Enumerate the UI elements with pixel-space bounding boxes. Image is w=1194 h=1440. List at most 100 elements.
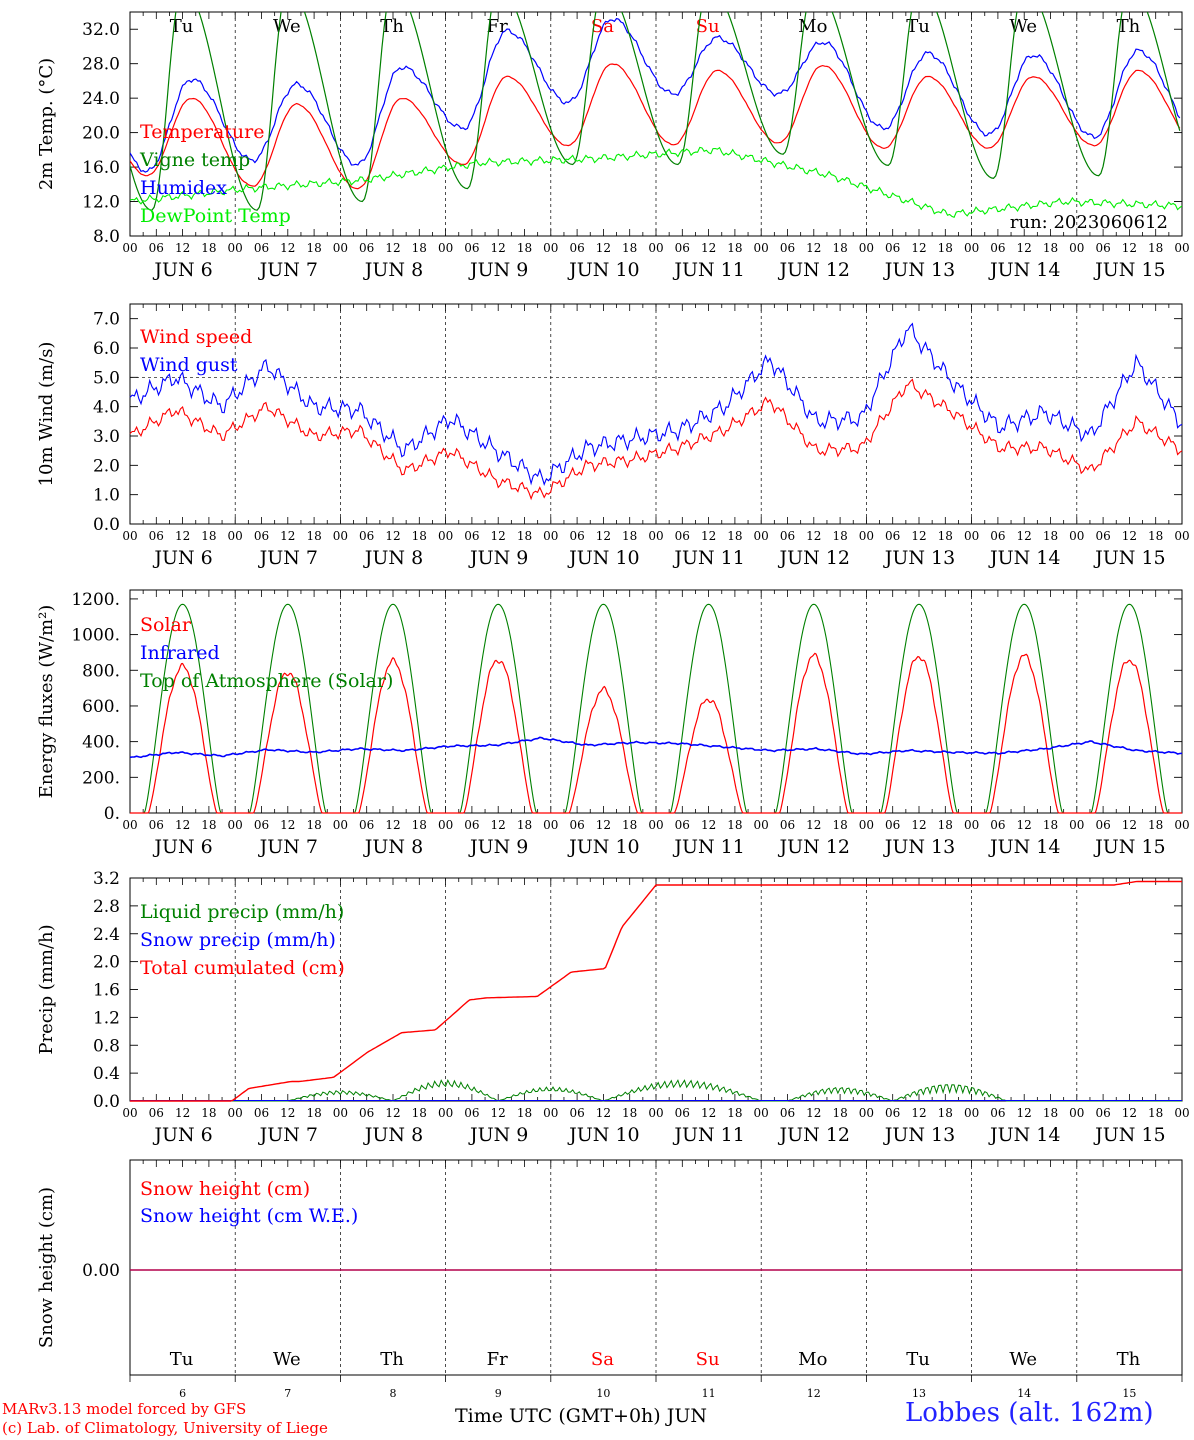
hour-tick-label: 12 [491,529,506,543]
hour-tick-label: 00 [1069,529,1084,543]
y-tick-label: 1000. [71,626,120,646]
hour-tick-label: 00 [543,818,558,832]
date-label: JUN 8 [363,836,423,858]
date-label: JUN 15 [1093,259,1165,281]
hour-tick-label: 06 [885,818,900,832]
hour-tick-label: 06 [780,818,795,832]
day-number-label: 11 [702,1387,716,1400]
series-line-humidex [130,17,1181,173]
hour-tick-label: 18 [1148,241,1163,255]
hour-tick-label: 12 [175,529,190,543]
date-label: JUN 6 [152,836,212,858]
hour-tick-label: 12 [806,241,821,255]
panel-1: 00 06 12 18 00 06 12 18 00 06 12 18 00 06 12 18 00 06 12 18… [122,11,1190,281]
day-number-label: 14 [1017,1387,1031,1400]
weekday-label: Fr [487,1349,508,1370]
hour-tick-label: 12 [175,241,190,255]
date-label: JUN 15 [1093,836,1165,858]
hour-tick-label: 18 [727,529,742,543]
hour-tick-label: 00 [122,241,137,255]
hour-tick-label: 06 [990,818,1005,832]
hour-tick-label: 06 [675,241,690,255]
hour-tick-label: 00 [1174,529,1189,543]
weekday-label: Sa [591,1349,614,1370]
hour-tick-label: 12 [385,529,400,543]
meteogram-chart: 00 06 12 18 00 06 12 18 00 06 12 18 00 06 12 18 00 06 12 18… [36,11,1190,1400]
date-label: JUN 13 [883,1124,955,1146]
hour-tick-label: 18 [622,1106,637,1120]
hour-tick-label: 18 [306,1106,321,1120]
weekday-label: Tu [170,1349,194,1370]
hour-tick-label: 12 [1017,1106,1032,1120]
legend-entry: Vigne temp [139,149,250,171]
hour-tick-label: 18 [938,529,953,543]
y-tick-label: 600. [82,697,120,717]
hour-tick-label: 12 [911,1106,926,1120]
axis-title: Time UTC (GMT+0h) [455,1405,661,1427]
hour-tick-label: 06 [359,529,374,543]
hour-tick-label: 06 [254,1106,269,1120]
hour-tick-label: 06 [569,529,584,543]
hour-tick-label: 00 [333,1106,348,1120]
hour-tick-label: 12 [175,1106,190,1120]
legend-entry: Snow precip (mm/h) [140,929,336,951]
date-label: JUN 7 [258,259,318,281]
y-tick-label: 2.4 [93,925,120,945]
hour-tick-label: 06 [885,529,900,543]
hour-tick-label: 18 [306,241,321,255]
legend-entry: Temperature [140,121,264,143]
hour-tick-label: 06 [464,241,479,255]
hour-tick-label: 12 [280,1106,295,1120]
y-tick-label: 800. [82,661,120,681]
hour-tick-label: 12 [701,818,716,832]
clip-area [130,12,1182,236]
hour-tick-label: 18 [832,818,847,832]
legend-entry: Liquid precip (mm/h) [140,901,344,923]
date-label: JUN 10 [567,836,639,858]
credit-line-1: MARv3.13 model forced by GFS [2,1400,247,1418]
hour-tick-label: 06 [1095,241,1110,255]
hour-tick-label: 12 [491,818,506,832]
hour-tick-label: 18 [1043,529,1058,543]
y-tick-label: 0.0 [93,1092,120,1112]
legend-entry: Humidex [140,177,227,199]
panel-frame [129,589,1183,814]
hour-tick-label: 06 [149,1106,164,1120]
y-tick-label: 24.0 [82,89,120,109]
legend-entry: Snow height (cm W.E.) [140,1205,358,1227]
hour-tick-label: 00 [648,818,663,832]
date-label: JUN 9 [468,547,528,569]
hour-tick-label: 18 [727,1106,742,1120]
day-number-label: 9 [495,1387,502,1400]
date-label: JUN 11 [672,259,744,281]
hour-tick-label: 18 [938,241,953,255]
hour-tick-label: 00 [543,241,558,255]
hour-tick-label: 06 [359,241,374,255]
y-tick-label: 4.0 [93,398,120,418]
hour-tick-label: 00 [859,818,874,832]
hour-tick-label: 06 [464,818,479,832]
weekday-label: We [1009,1349,1037,1370]
hour-tick-label: 06 [254,241,269,255]
hour-tick-label: 12 [911,818,926,832]
weekday-label: Th [1117,1349,1141,1370]
hour-tick-label: 00 [1174,241,1189,255]
hour-tick-label: 18 [1148,1106,1163,1120]
hour-tick-label: 18 [201,241,216,255]
date-label: JUN 6 [152,259,212,281]
axis-month: JUN [666,1405,708,1427]
y-axis-label: Energy fluxes (W/m²) [36,605,57,799]
hour-tick-label: 12 [806,529,821,543]
hour-tick-label: 12 [596,529,611,543]
hour-tick-label: 12 [1122,1106,1137,1120]
date-label: JUN 11 [672,547,744,569]
date-label: JUN 14 [988,259,1060,281]
hour-tick-label: 12 [911,241,926,255]
hour-tick-label: 00 [438,241,453,255]
hour-tick-label: 18 [727,241,742,255]
date-label: JUN 14 [988,547,1060,569]
series-line-dewpoint-temp [130,146,1182,219]
y-axis-label: Snow height (cm) [36,1187,57,1348]
hour-tick-label: 00 [964,241,979,255]
series-line-infrared [129,736,1183,759]
